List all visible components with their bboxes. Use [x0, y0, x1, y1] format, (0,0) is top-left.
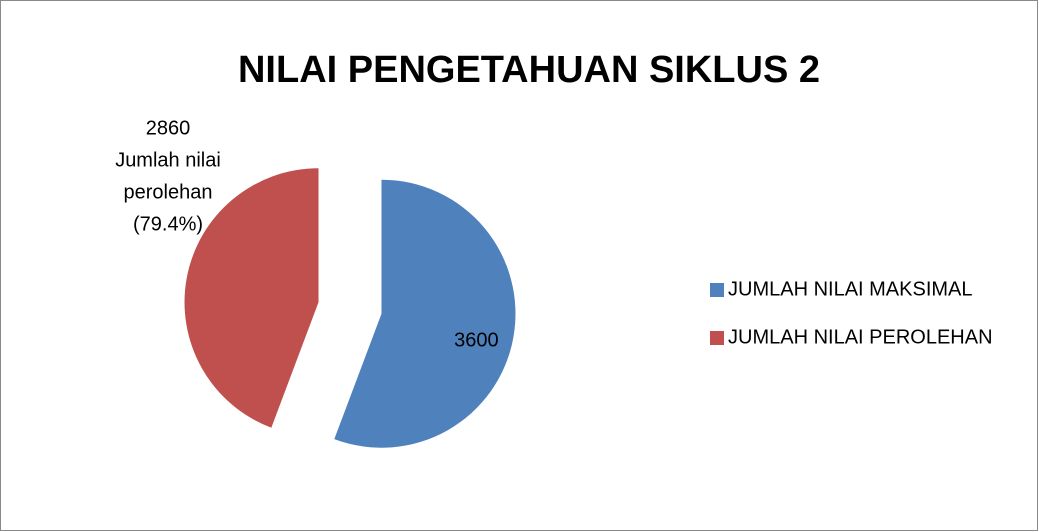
data-label: 2860	[146, 117, 191, 139]
legend-label: JUMLAH NILAI MAKSIMAL	[728, 278, 973, 300]
data-label: Jumlah nilai	[115, 149, 221, 171]
legend-swatch	[710, 331, 724, 345]
data-label: 3600	[454, 329, 499, 351]
chart-title: NILAI PENGETAHUAN SIKLUS 2	[238, 49, 820, 91]
data-label: perolehan	[124, 181, 213, 203]
legend-label: JUMLAH NILAI PEROLEHAN	[728, 326, 993, 348]
pie-slice	[334, 179, 516, 448]
pie-slice	[184, 168, 319, 428]
data-label: (79.4%)	[133, 213, 203, 235]
legend-swatch	[710, 283, 724, 297]
